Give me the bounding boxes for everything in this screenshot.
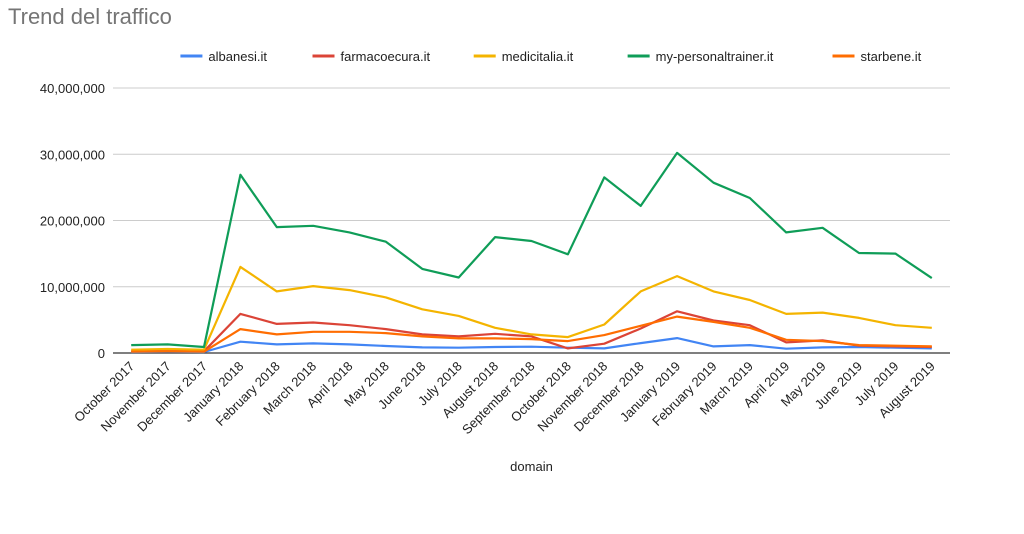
legend-label: medicitalia.it: [502, 49, 574, 64]
legend-label: albanesi.it: [208, 49, 267, 64]
legend-label: farmacoecura.it: [341, 49, 431, 64]
series-layer: [131, 151, 933, 354]
y-tick-label: 0: [98, 346, 105, 361]
y-tick-labels: 0 10,000,000 20,000,000 30,000,000 40,000,00…: [40, 81, 105, 361]
y-tick-label: 20,000,000: [40, 214, 105, 229]
series-line-starbene-it: [131, 315, 932, 353]
legend-label: starbene.it: [861, 49, 922, 64]
series-line-albanesi-it: [131, 337, 932, 354]
y-tick-label: 30,000,000: [40, 147, 105, 162]
y-tick-label: 10,000,000: [40, 280, 105, 295]
legend: albanesi.it farmacoecura.it medicitalia.it…: [180, 49, 922, 64]
legend-label: my-personaltrainer.it: [656, 49, 774, 64]
series-line-farmacoecura-it: [131, 310, 932, 353]
y-tick-label: 40,000,000: [40, 81, 105, 96]
series-line-my-personaltrainer-it: [131, 151, 933, 349]
chart-title: Trend del traffico: [8, 4, 172, 29]
x-axis-title: domain: [510, 459, 553, 474]
grid-layer: [113, 87, 950, 354]
series-line-medicitalia-it: [131, 265, 932, 351]
